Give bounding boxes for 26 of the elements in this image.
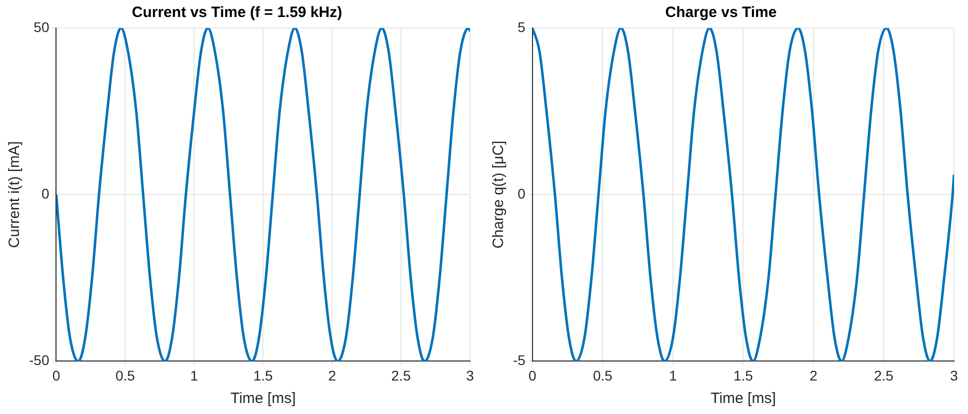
x-tick-label: 0.5 (592, 367, 613, 384)
x-tick-label: 1.5 (253, 367, 274, 384)
x-axis-title: Time [ms] (230, 390, 296, 408)
x-tick-label: 2 (810, 367, 818, 384)
y-tick-label: 0 (518, 185, 526, 202)
x-tick-label: 2.5 (391, 367, 411, 384)
x-tick-label: 1 (190, 367, 198, 384)
x-tick-label: 0 (52, 367, 60, 384)
x-tick-label: 1.5 (733, 367, 754, 384)
x-tick-label: 0.5 (115, 367, 136, 384)
chart-title: Charge vs Time (665, 4, 777, 22)
x-tick-label: 2.5 (874, 367, 894, 384)
y-axis-title: Current i(t) [mA] (6, 141, 24, 248)
x-axis-title: Time [ms] (710, 390, 776, 408)
y-axis-title: Charge q(t) [μC] (490, 140, 508, 249)
x-tick-label: 3 (466, 367, 474, 384)
y-tick-label: 5 (518, 18, 526, 35)
x-tick-label: 1 (669, 367, 678, 384)
y-tick-label: 0 (41, 185, 50, 202)
y-tick-label: -5 (512, 352, 526, 368)
x-tick-label: 3 (950, 367, 958, 384)
y-tick-label: -50 (29, 352, 50, 368)
x-tick-label: 0 (528, 367, 537, 384)
x-tick-label: 2 (328, 367, 336, 384)
chart-title: Current vs Time (f = 1.59 kHz) (132, 4, 342, 22)
y-tick-label: 50 (34, 18, 50, 35)
